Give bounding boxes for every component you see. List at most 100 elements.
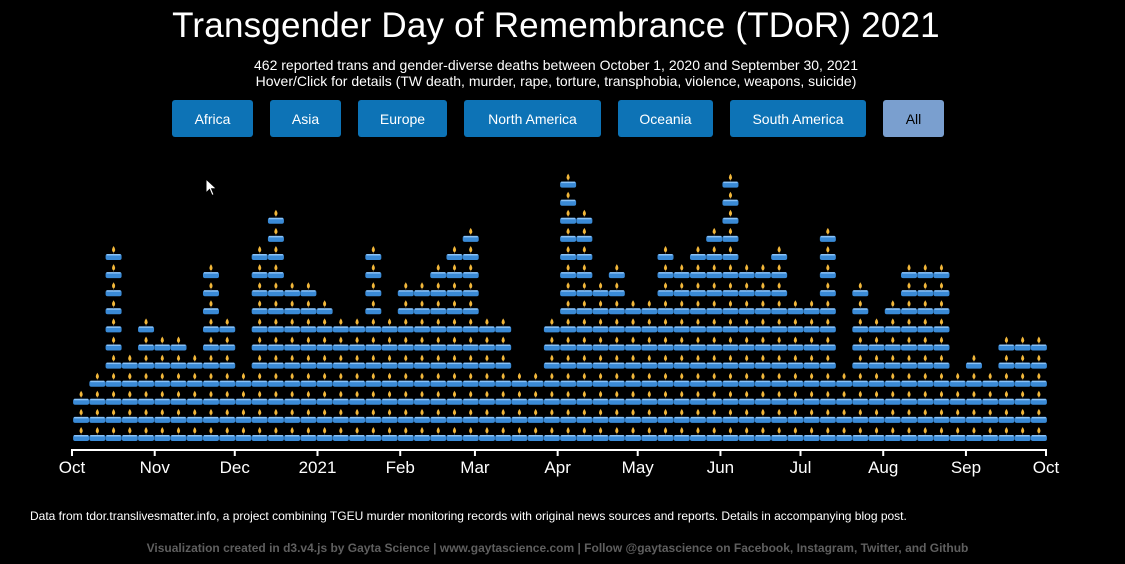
candle-mark[interactable] (89, 372, 106, 387)
candle-mark[interactable] (202, 372, 219, 387)
candle-mark[interactable] (560, 227, 577, 242)
candle-mark[interactable] (284, 390, 301, 405)
candle-mark[interactable] (738, 354, 755, 369)
candle-mark[interactable] (819, 427, 836, 441)
candle-mark[interactable] (332, 318, 349, 333)
candle-mark[interactable] (349, 318, 366, 333)
candle-mark[interactable] (251, 372, 268, 387)
candle-mark[interactable] (738, 372, 755, 387)
candle-mark[interactable] (965, 390, 982, 405)
candle-mark[interactable] (884, 408, 901, 423)
candle-mark[interactable] (771, 282, 788, 297)
candle-mark[interactable] (982, 408, 999, 423)
candle-mark[interactable] (365, 408, 382, 423)
candle-mark[interactable] (998, 354, 1015, 369)
candle-mark[interactable] (965, 372, 982, 387)
candle-mark[interactable] (625, 318, 642, 333)
candle-mark[interactable] (771, 408, 788, 423)
candle-mark[interactable] (689, 390, 706, 405)
candle-mark[interactable] (965, 427, 982, 441)
candle-mark[interactable] (381, 336, 398, 351)
candle-mark[interactable] (381, 408, 398, 423)
candle-mark[interactable] (641, 390, 658, 405)
candle-mark[interactable] (771, 336, 788, 351)
candle-mark[interactable] (689, 336, 706, 351)
candle-mark[interactable] (284, 282, 301, 297)
candle-mark[interactable] (219, 408, 236, 423)
candle-mark[interactable] (1014, 427, 1031, 441)
candle-mark[interactable] (478, 408, 495, 423)
candle-mark[interactable] (657, 354, 674, 369)
candle-mark[interactable] (235, 408, 252, 423)
candle-mark[interactable] (251, 246, 268, 260)
candle-mark[interactable] (836, 427, 853, 441)
candle-mark[interactable] (689, 318, 706, 333)
candle-mark[interactable] (105, 390, 122, 405)
candle-mark[interactable] (1030, 336, 1047, 351)
candle-mark[interactable] (917, 318, 934, 333)
candle-mark[interactable] (641, 408, 658, 423)
filter-button-europe[interactable]: Europe (358, 100, 447, 137)
candle-mark[interactable] (803, 408, 820, 423)
candle-mark[interactable] (592, 282, 609, 297)
candle-mark[interactable] (657, 408, 674, 423)
candle-mark[interactable] (673, 300, 690, 315)
candle-mark[interactable] (121, 372, 138, 387)
candle-mark[interactable] (267, 282, 284, 297)
candle-mark[interactable] (689, 264, 706, 279)
candle-mark[interactable] (511, 390, 528, 405)
candle-mark[interactable] (803, 318, 820, 333)
candle-mark[interactable] (819, 408, 836, 423)
candle-mark[interactable] (998, 408, 1015, 423)
candle-mark[interactable] (754, 300, 771, 315)
candle-mark[interactable] (819, 300, 836, 315)
candle-mark[interactable] (560, 354, 577, 369)
candle-mark[interactable] (105, 300, 122, 315)
candle-mark[interactable] (430, 300, 447, 315)
candle-mark[interactable] (949, 427, 966, 441)
candle-mark[interactable] (787, 300, 804, 315)
candle-mark[interactable] (706, 300, 723, 315)
candle-mark[interactable] (202, 282, 219, 297)
candle-mark[interactable] (170, 336, 187, 351)
candle-mark[interactable] (300, 427, 317, 441)
candle-mark[interactable] (625, 390, 642, 405)
candle-mark[interactable] (267, 318, 284, 333)
candle-mark[interactable] (1014, 372, 1031, 387)
candle-mark[interactable] (365, 390, 382, 405)
candle-mark[interactable] (738, 282, 755, 297)
candle-mark[interactable] (836, 390, 853, 405)
candle-mark[interactable] (251, 282, 268, 297)
candle-mark[interactable] (560, 336, 577, 351)
candle-mark[interactable] (300, 300, 317, 315)
candle-mark[interactable] (251, 264, 268, 279)
candle-mark[interactable] (267, 408, 284, 423)
candle-mark[interactable] (576, 427, 593, 441)
candle-mark[interactable] (560, 427, 577, 441)
candle-mark[interactable] (365, 336, 382, 351)
candle-mark[interactable] (771, 264, 788, 279)
candle-mark[interactable] (998, 427, 1015, 441)
candle-mark[interactable] (543, 336, 560, 351)
candle-mark[interactable] (657, 427, 674, 441)
candle-mark[interactable] (576, 227, 593, 242)
candle-mark[interactable] (316, 318, 333, 333)
candle-mark[interactable] (381, 354, 398, 369)
candle-mark[interactable] (462, 318, 479, 333)
candle-mark[interactable] (868, 408, 885, 423)
candle-mark[interactable] (365, 282, 382, 297)
candle-mark[interactable] (202, 336, 219, 351)
candle-mark[interactable] (381, 390, 398, 405)
candle-mark[interactable] (332, 354, 349, 369)
candle-mark[interactable] (608, 372, 625, 387)
candle-mark[interactable] (316, 427, 333, 441)
candle-mark[interactable] (397, 408, 414, 423)
candle-mark[interactable] (349, 336, 366, 351)
filter-button-all[interactable]: All (883, 100, 944, 137)
candle-mark[interactable] (267, 246, 284, 260)
candle-mark[interactable] (527, 372, 544, 387)
candle-mark[interactable] (267, 300, 284, 315)
candle-mark[interactable] (641, 354, 658, 369)
candle-mark[interactable] (332, 372, 349, 387)
candle-mark[interactable] (706, 246, 723, 260)
